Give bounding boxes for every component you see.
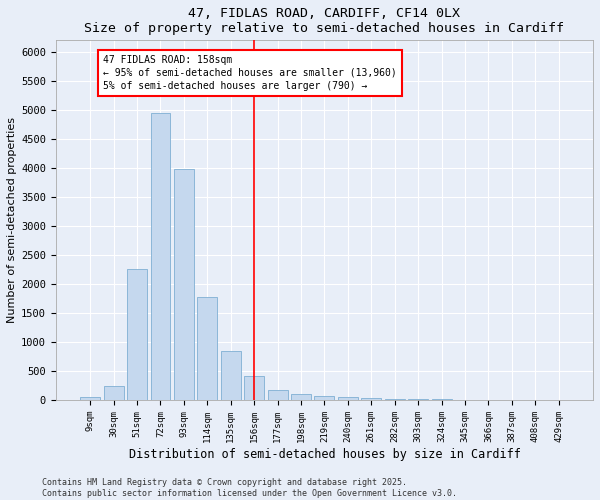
Title: 47, FIDLAS ROAD, CARDIFF, CF14 0LX
Size of property relative to semi-detached ho: 47, FIDLAS ROAD, CARDIFF, CF14 0LX Size … xyxy=(85,7,565,35)
Bar xyxy=(314,396,334,400)
Bar xyxy=(244,376,264,400)
Bar xyxy=(291,394,311,400)
Text: 47 FIDLAS ROAD: 158sqm
← 95% of semi-detached houses are smaller (13,960)
5% of : 47 FIDLAS ROAD: 158sqm ← 95% of semi-det… xyxy=(103,55,397,91)
Bar xyxy=(361,398,381,400)
Bar xyxy=(268,390,287,400)
X-axis label: Distribution of semi-detached houses by size in Cardiff: Distribution of semi-detached houses by … xyxy=(128,448,520,460)
Bar xyxy=(338,397,358,400)
Bar xyxy=(174,169,194,400)
Bar xyxy=(197,296,217,400)
Bar xyxy=(104,386,124,400)
Bar xyxy=(221,350,241,400)
Text: Contains HM Land Registry data © Crown copyright and database right 2025.
Contai: Contains HM Land Registry data © Crown c… xyxy=(42,478,457,498)
Bar xyxy=(408,399,428,400)
Bar xyxy=(80,397,100,400)
Y-axis label: Number of semi-detached properties: Number of semi-detached properties xyxy=(7,117,17,323)
Bar xyxy=(127,270,147,400)
Bar xyxy=(385,398,404,400)
Bar xyxy=(151,113,170,400)
